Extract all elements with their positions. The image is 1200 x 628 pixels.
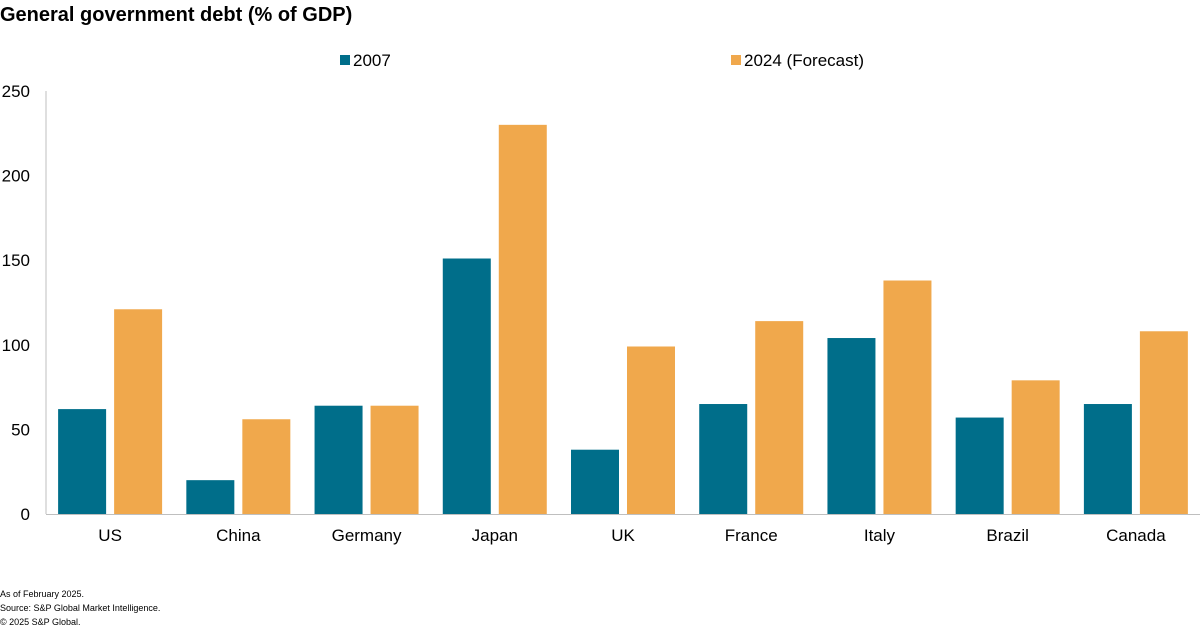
bar-brazil-2024-forecast xyxy=(1011,380,1060,514)
bar-italy-2007 xyxy=(827,338,876,514)
bar-japan-2007 xyxy=(442,258,491,514)
y-tick-label-200: 200 xyxy=(2,167,30,186)
legend: 2007 2024 (Forecast) xyxy=(340,51,864,70)
y-tick-label-0: 0 xyxy=(21,505,30,524)
bar-italy-2024-forecast xyxy=(883,280,932,514)
footnote-date: As of February 2025. xyxy=(0,589,85,599)
bar-france-2024-forecast xyxy=(755,321,804,514)
x-tick-label-us: US xyxy=(98,526,122,545)
y-tick-label-250: 250 xyxy=(2,82,30,101)
x-tick-label-france: France xyxy=(725,526,778,545)
bar-china-2007 xyxy=(186,480,235,514)
legend-label-2024-forecast: 2024 (Forecast) xyxy=(744,51,864,70)
x-axis-ticks: US China Germany Japan UK France Italy Brazil Ca… xyxy=(98,526,1166,545)
y-tick-label-150: 150 xyxy=(2,251,30,270)
bar-us-2024-forecast xyxy=(114,309,163,514)
footnote-copyright: © 2025 S&P Global. xyxy=(0,617,81,627)
bar-canada-2024-forecast xyxy=(1139,331,1188,514)
bars xyxy=(58,124,1188,514)
y-tick-label-100: 100 xyxy=(2,336,30,355)
bar-france-2007 xyxy=(699,404,748,514)
legend-swatch-2024-forecast xyxy=(731,55,741,65)
chart-title: General government debt (% of GDP) xyxy=(0,4,353,26)
bar-uk-2007 xyxy=(571,449,619,514)
x-tick-label-china: China xyxy=(216,526,261,545)
x-tick-label-italy: Italy xyxy=(864,526,896,545)
y-axis-ticks: 0 50 100 150 200 250 xyxy=(2,82,30,524)
footnote-source: Source: S&P Global Market Intelligence. xyxy=(0,603,161,613)
x-tick-label-canada: Canada xyxy=(1106,526,1166,545)
legend-label-2007: 2007 xyxy=(353,51,391,70)
bar-uk-2024-forecast xyxy=(627,346,675,514)
x-tick-label-japan: Japan xyxy=(472,526,518,545)
bar-germany-2007 xyxy=(314,405,363,514)
bar-germany-2024-forecast xyxy=(370,405,419,514)
x-tick-label-uk: UK xyxy=(611,526,635,545)
legend-swatch-2007 xyxy=(340,55,350,65)
bar-brazil-2007 xyxy=(955,417,1004,514)
bar-japan-2024-forecast xyxy=(498,124,547,514)
x-tick-label-brazil: Brazil xyxy=(986,526,1029,545)
bar-canada-2007 xyxy=(1083,404,1132,514)
bar-china-2024-forecast xyxy=(242,419,291,514)
bar-us-2007 xyxy=(58,409,107,514)
y-tick-label-50: 50 xyxy=(11,420,30,439)
x-tick-label-germany: Germany xyxy=(332,526,402,545)
